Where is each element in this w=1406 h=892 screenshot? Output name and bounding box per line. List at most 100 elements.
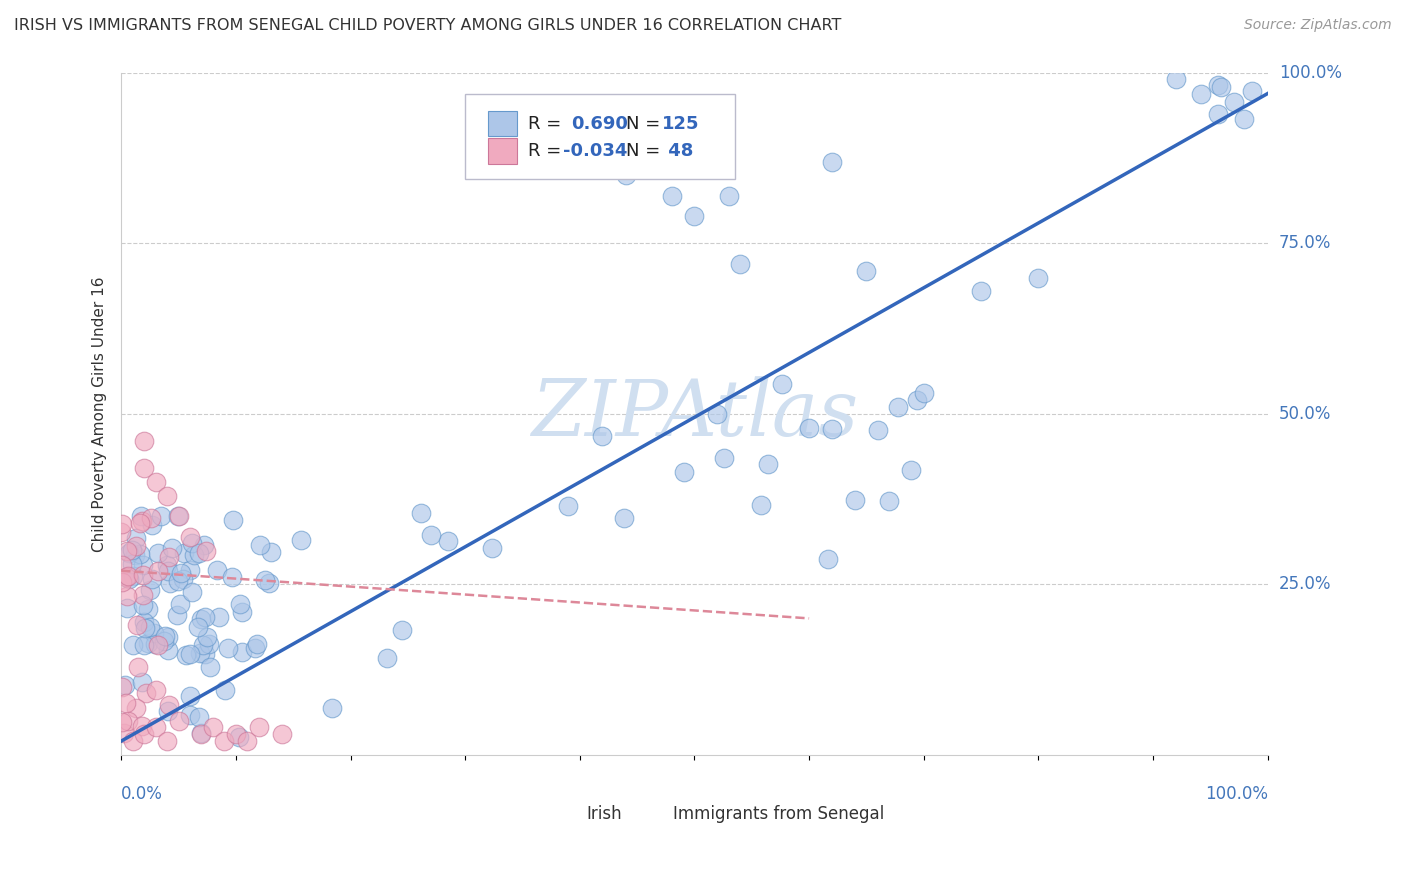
- Point: [613, 511, 636, 525]
- Point: [167, 509, 190, 524]
- Point: [128, 516, 150, 531]
- Point: [179, 563, 201, 577]
- Point: [134, 461, 156, 475]
- Text: IRISH VS IMMIGRANTS FROM SENEGAL CHILD POVERTY AMONG GIRLS UNDER 16 CORRELATION : IRISH VS IMMIGRANTS FROM SENEGAL CHILD P…: [14, 18, 841, 33]
- Point: [138, 583, 160, 598]
- Point: [111, 681, 134, 695]
- Point: [195, 630, 218, 644]
- Point: [391, 623, 413, 637]
- Point: [131, 675, 153, 690]
- Point: [290, 533, 312, 548]
- Text: 100.0%: 100.0%: [1279, 64, 1341, 82]
- Text: N =: N =: [626, 142, 665, 160]
- Point: [188, 710, 211, 724]
- Point: [1166, 72, 1188, 87]
- Point: [257, 576, 280, 591]
- Point: [132, 588, 155, 602]
- Point: [118, 572, 141, 586]
- Point: [114, 678, 136, 692]
- Text: 48: 48: [662, 142, 693, 160]
- Text: R =: R =: [529, 114, 567, 133]
- Point: [125, 539, 148, 553]
- Point: [183, 548, 205, 562]
- Point: [190, 612, 212, 626]
- Text: 25.0%: 25.0%: [1279, 575, 1331, 593]
- FancyBboxPatch shape: [643, 805, 668, 824]
- Point: [821, 422, 844, 436]
- Point: [231, 645, 253, 659]
- Point: [135, 686, 157, 700]
- Point: [900, 463, 922, 477]
- Point: [717, 188, 740, 202]
- Point: [187, 620, 209, 634]
- Point: [236, 734, 259, 748]
- Point: [673, 465, 696, 479]
- Point: [118, 546, 141, 560]
- Text: 75.0%: 75.0%: [1279, 235, 1331, 252]
- Point: [128, 548, 150, 562]
- Point: [194, 647, 217, 661]
- Point: [146, 564, 169, 578]
- Point: [637, 154, 659, 169]
- Text: 100.0%: 100.0%: [1205, 785, 1268, 804]
- Point: [887, 400, 910, 414]
- Point: [166, 608, 188, 623]
- Text: 50.0%: 50.0%: [1279, 405, 1331, 423]
- Point: [1206, 107, 1229, 121]
- Point: [172, 573, 194, 587]
- Point: [132, 568, 155, 582]
- Point: [179, 707, 201, 722]
- Point: [1233, 112, 1256, 127]
- Point: [159, 698, 181, 713]
- Point: [188, 646, 211, 660]
- Point: [683, 209, 706, 223]
- Point: [111, 516, 134, 531]
- Point: [131, 509, 153, 524]
- Point: [481, 541, 503, 555]
- Point: [124, 701, 146, 715]
- Point: [146, 638, 169, 652]
- Point: [770, 376, 793, 391]
- Text: -0.034: -0.034: [562, 142, 627, 160]
- Point: [179, 689, 201, 703]
- Point: [877, 493, 900, 508]
- Point: [132, 598, 155, 612]
- Point: [132, 558, 155, 572]
- Point: [229, 597, 252, 611]
- Point: [198, 659, 221, 673]
- Text: ZIPAtlas: ZIPAtlas: [531, 376, 858, 452]
- Point: [195, 544, 218, 558]
- Point: [190, 727, 212, 741]
- FancyBboxPatch shape: [488, 138, 517, 164]
- Point: [194, 609, 217, 624]
- Point: [1028, 270, 1050, 285]
- FancyBboxPatch shape: [557, 805, 582, 824]
- Point: [156, 558, 179, 572]
- Point: [134, 434, 156, 449]
- Point: [208, 610, 231, 624]
- Point: [749, 498, 772, 512]
- Y-axis label: Child Poverty Among Girls Under 16: Child Poverty Among Girls Under 16: [93, 277, 107, 551]
- Point: [149, 509, 172, 524]
- Point: [437, 534, 460, 549]
- Text: 125: 125: [662, 114, 700, 133]
- Point: [121, 638, 143, 652]
- Point: [228, 730, 250, 744]
- Point: [855, 264, 877, 278]
- Point: [661, 188, 683, 202]
- Point: [243, 640, 266, 655]
- Text: Immigrants from Senegal: Immigrants from Senegal: [672, 805, 884, 823]
- Point: [912, 386, 935, 401]
- Point: [231, 605, 253, 619]
- Point: [254, 573, 277, 587]
- Point: [143, 626, 166, 640]
- Point: [157, 642, 180, 657]
- Point: [146, 546, 169, 560]
- Point: [1206, 78, 1229, 92]
- Text: R =: R =: [529, 142, 567, 160]
- Point: [121, 734, 143, 748]
- FancyBboxPatch shape: [488, 111, 517, 136]
- Point: [193, 538, 215, 552]
- Point: [117, 569, 139, 583]
- Text: 0.690: 0.690: [571, 114, 627, 133]
